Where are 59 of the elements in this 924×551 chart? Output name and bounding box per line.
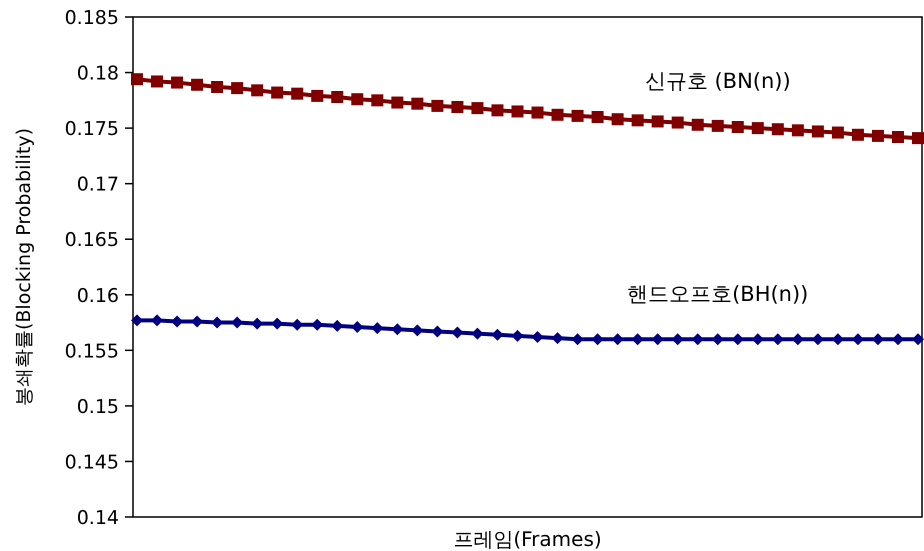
point: [511, 105, 524, 118]
point: [331, 91, 344, 103]
point: [331, 320, 344, 332]
point: [912, 333, 924, 346]
series-label: 신규호 (BN(n)): [644, 68, 791, 93]
point: [131, 314, 143, 326]
y-tick-label: 0.185: [64, 7, 119, 29]
point: [311, 90, 324, 102]
point: [251, 84, 264, 96]
point: [552, 108, 564, 121]
point: [772, 123, 784, 136]
point: [912, 132, 924, 144]
y-tick-label: 0.165: [64, 229, 119, 252]
y-axis-title: 봉쇄확률(Blocking Probability): [13, 128, 35, 406]
point: [872, 130, 884, 142]
point: [672, 116, 684, 129]
point: [592, 111, 604, 123]
point: [892, 131, 904, 143]
y-tick-label: 0.155: [64, 340, 119, 362]
point: [271, 86, 284, 99]
point: [832, 126, 844, 139]
point: [792, 124, 804, 136]
point: [411, 98, 424, 110]
point: [752, 122, 764, 134]
point: [532, 106, 544, 119]
point: [371, 94, 384, 106]
x-axis-title: 프레임(Frames): [453, 527, 602, 551]
point: [211, 81, 224, 93]
point: [852, 128, 864, 141]
point: [732, 121, 744, 133]
point: [351, 93, 364, 106]
point: [612, 113, 624, 126]
point: [171, 76, 184, 89]
point: [712, 120, 724, 132]
y-tick-label: 0.14: [76, 507, 119, 529]
y-tick-label: 0.145: [64, 451, 119, 474]
point: [291, 88, 304, 100]
point: [572, 110, 584, 122]
point: [231, 82, 244, 94]
point: [191, 78, 204, 91]
point: [451, 101, 464, 113]
point: [471, 102, 484, 114]
point: [692, 118, 704, 131]
point: [491, 104, 504, 116]
point: [131, 73, 143, 86]
point: [431, 100, 444, 112]
y-tick-label: 0.175: [64, 118, 119, 140]
point: [371, 322, 384, 334]
point: [151, 75, 164, 88]
point: [391, 96, 404, 109]
y-tick-label: 0.16: [76, 284, 119, 307]
point: [632, 114, 644, 126]
series-label: 핸드오프호(BH(n)): [627, 282, 808, 306]
y-tick-label: 0.17: [76, 174, 119, 196]
point: [812, 125, 824, 138]
y-tick-label: 0.18: [76, 62, 119, 85]
point: [652, 115, 664, 128]
point: [351, 321, 364, 333]
y-tick-label: 0.15: [76, 396, 119, 418]
